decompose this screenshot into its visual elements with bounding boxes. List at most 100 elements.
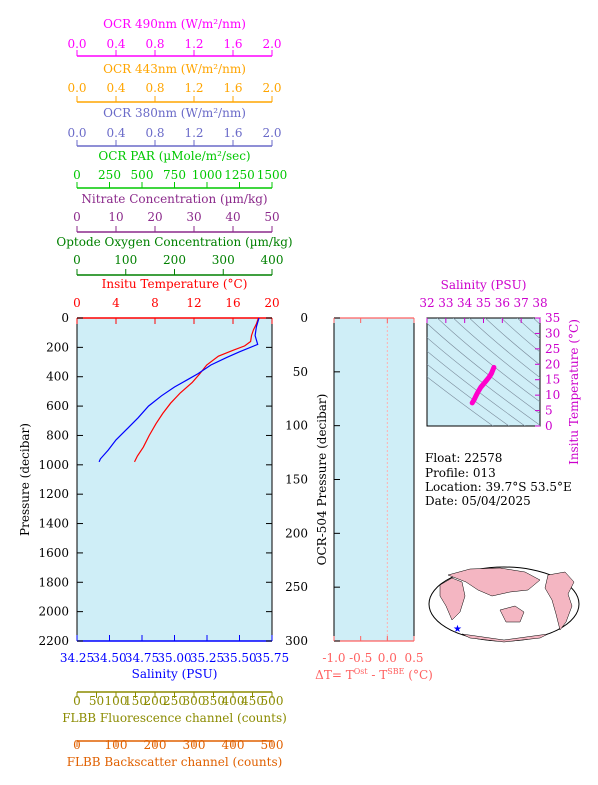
tick-label-backscatter: 300 <box>183 738 206 752</box>
isopycnal-line <box>532 318 540 325</box>
tick-label-fluor: 350 <box>202 694 225 708</box>
tick-label-ocr443: 2.0 <box>262 81 281 95</box>
axis-title-salinity: Salinity (PSU) <box>132 667 218 681</box>
float-id: Float: 22578 <box>425 451 502 465</box>
location: Location: 39.7°S 53.5°E <box>425 480 572 494</box>
y-tick-label: 2000 <box>38 605 69 619</box>
tick-label-oxygen: 100 <box>114 253 137 267</box>
tick-label-ocr490: 2.0 <box>262 37 281 51</box>
map-land-americas <box>544 571 575 631</box>
axis-title-oxygen: Optode Oxygen Concentration (µm/kg) <box>56 235 292 249</box>
tick-label-temperature: 20 <box>264 296 279 310</box>
tick-label-ocr443: 0.0 <box>67 81 86 95</box>
map-land-eurasia <box>447 567 541 597</box>
ts-profile-track <box>469 364 497 406</box>
isopycnal-line <box>427 350 526 426</box>
isopycnal-line <box>468 318 540 378</box>
ts-x-tick-label: 32 <box>419 296 434 310</box>
tick-label-salinity: 35.75 <box>255 651 289 665</box>
tick-label-salinity: 34.50 <box>92 651 126 665</box>
tick-label-backscatter: 400 <box>222 738 245 752</box>
plot-area <box>77 318 272 641</box>
tick-label-ocr380: 1.6 <box>223 126 242 140</box>
tick-label-ocr380: 0.8 <box>145 126 164 140</box>
delta-y-tick-label: 0 <box>300 311 308 325</box>
isopycnal-line <box>484 318 540 366</box>
ts-title: Salinity (PSU) <box>441 278 527 292</box>
y-tick-label: 1400 <box>38 517 69 531</box>
isopycnal-line <box>436 318 540 403</box>
isopycnal-line <box>427 337 540 426</box>
y-tick-label: 0 <box>61 311 69 325</box>
tick-label-salinity: 34.25 <box>60 651 94 665</box>
main-profile-plot: 0 200 400 600 800 1000 1200 1400 1600 1800 2000 220… <box>18 311 273 648</box>
tick-label-temperature: 16 <box>225 296 240 310</box>
delta-y-tick-label: 250 <box>285 580 308 594</box>
tick-label-oxygen: 400 <box>261 253 284 267</box>
axis-title-ocr443: OCR 443nm (W/m²/nm) <box>103 62 246 76</box>
tick-label-fluor: 450 <box>241 694 264 708</box>
tick-label-nitrate: 20 <box>147 210 162 224</box>
delta-x-tick-label: -0.5 <box>349 651 372 665</box>
tick-label-par: 500 <box>131 168 154 182</box>
tick-label-par: 0 <box>73 168 81 182</box>
tick-label-fluor: 0 <box>73 694 81 708</box>
ts-x-tick-label: 34 <box>457 296 473 310</box>
delta-x-label-part: SBE <box>387 667 404 676</box>
ts-x-tick-label: 33 <box>438 296 453 310</box>
float-info: Float: 22578 Profile: 013 Location: 39.7… <box>425 451 572 508</box>
tick-label-temperature: 4 <box>112 296 120 310</box>
ts-y-axis-label: Insitu Temperature (°C) <box>567 319 581 465</box>
delta-x-axis-label: ΔT= TOst - TSBE (°C) <box>315 667 433 682</box>
tick-label-nitrate: 10 <box>108 210 123 224</box>
ts-y-tick-label: 5 <box>545 404 553 418</box>
tick-label-salinity: 35.00 <box>157 651 191 665</box>
tick-label-oxygen: 300 <box>212 253 235 267</box>
axis-title-temperature: Insitu Temperature (°C) <box>102 277 248 291</box>
y-tick-label: 1200 <box>38 487 69 501</box>
tick-label-ocr443: 0.4 <box>106 81 125 95</box>
tick-label-fluor: 250 <box>163 694 186 708</box>
delta-y-tick-label: 150 <box>285 473 308 487</box>
tick-label-par: 1250 <box>224 168 255 182</box>
ts-isopycnals <box>427 318 540 426</box>
ts-y-tick-label: 35 <box>545 311 560 325</box>
tick-label-fluor: 400 <box>222 694 245 708</box>
tick-label-fluor: 500 <box>261 694 284 708</box>
delta-x-tick-label: -1.0 <box>322 651 345 665</box>
tick-label-backscatter: 0 <box>73 738 81 752</box>
tick-label-nitrate: 0 <box>73 210 81 224</box>
delta-x-label-part: (°C) <box>404 668 432 682</box>
tick-label-salinity: 34.75 <box>125 651 159 665</box>
delta-x-tick-label: 0.0 <box>378 651 397 665</box>
isopycnal-line <box>516 318 540 339</box>
isopycnal-line <box>427 363 510 426</box>
tick-label-temperature: 12 <box>186 296 201 310</box>
ts-x-tick-label: 35 <box>476 296 491 310</box>
isopycnal-line <box>427 322 540 415</box>
delta-x-label-part: Ost <box>354 667 369 676</box>
tick-label-salinity: 35.25 <box>190 651 224 665</box>
tick-label-temperature: 0 <box>73 296 81 310</box>
delta-y-tick-label: 200 <box>285 526 308 540</box>
tick-label-par: 750 <box>163 168 186 182</box>
y-tick-label: 2200 <box>38 634 69 648</box>
isopycnal-line <box>452 318 540 391</box>
delta-x-label-part: ΔT= T <box>315 668 354 682</box>
temperature-profile-line <box>133 317 259 463</box>
delta-y-tick-label: 300 <box>285 634 308 648</box>
top-axes-group: OCR 490nm (W/m²/nm) 0.0 0.4 0.8 1.2 1.6 2.0 OCR… <box>56 17 292 310</box>
tick-label-backscatter: 100 <box>105 738 128 752</box>
tick-label-salinity: 35.50 <box>222 651 256 665</box>
tick-label-backscatter: 500 <box>261 738 284 752</box>
y-tick-label: 800 <box>46 428 69 442</box>
tick-label-fluor: 50 <box>89 694 104 708</box>
axis-title-backscatter: FLBB Backscatter channel (counts) <box>67 755 283 769</box>
ts-y-tick-label: 30 <box>545 326 560 340</box>
date: Date: 05/04/2025 <box>425 494 531 508</box>
map-land-australia <box>499 605 525 623</box>
ts-y-tick-label: 0 <box>545 419 553 433</box>
axis-title-par: OCR PAR (µMole/m²/sec) <box>98 149 250 163</box>
ts-y-tick-label: 20 <box>545 357 560 371</box>
